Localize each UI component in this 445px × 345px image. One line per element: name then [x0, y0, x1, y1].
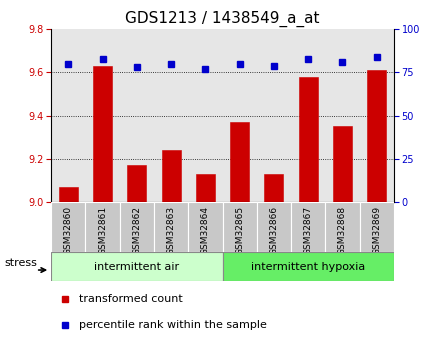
Bar	[154, 202, 188, 252]
Bar	[127, 165, 146, 202]
Bar	[222, 29, 257, 202]
Text: intermittent hypoxia: intermittent hypoxia	[251, 262, 365, 272]
Text: transformed count: transformed count	[79, 294, 182, 304]
Text: GSM32863: GSM32863	[166, 206, 176, 255]
Text: GSM32864: GSM32864	[201, 206, 210, 255]
Bar	[291, 202, 325, 252]
Bar	[120, 202, 154, 252]
Text: GSM32861: GSM32861	[98, 206, 107, 255]
Bar	[299, 77, 318, 202]
Bar	[222, 202, 257, 252]
Bar	[333, 126, 352, 202]
Title: GDS1213 / 1438549_a_at: GDS1213 / 1438549_a_at	[125, 10, 320, 27]
Text: GSM32867: GSM32867	[303, 206, 313, 255]
Text: GSM32862: GSM32862	[132, 206, 142, 255]
Bar	[325, 202, 360, 252]
Text: GSM32866: GSM32866	[269, 206, 279, 255]
Bar	[257, 29, 291, 202]
Bar	[230, 122, 249, 202]
Bar	[360, 29, 394, 202]
Text: GSM32868: GSM32868	[338, 206, 347, 255]
Bar	[291, 29, 325, 202]
Bar	[51, 252, 223, 281]
Text: stress: stress	[4, 258, 37, 268]
Bar	[257, 202, 291, 252]
Bar	[196, 174, 215, 202]
Text: GSM32865: GSM32865	[235, 206, 244, 255]
Text: percentile rank within the sample: percentile rank within the sample	[79, 319, 267, 329]
Bar	[162, 150, 181, 202]
Text: intermittent air: intermittent air	[94, 262, 179, 272]
Bar	[264, 174, 283, 202]
Bar	[188, 29, 222, 202]
Bar	[325, 29, 360, 202]
Bar	[222, 252, 394, 281]
Bar	[51, 202, 85, 252]
Bar	[85, 29, 120, 202]
Bar	[360, 202, 394, 252]
Bar	[51, 29, 85, 202]
Bar	[85, 202, 120, 252]
Text: GSM32869: GSM32869	[372, 206, 381, 255]
Text: GSM32860: GSM32860	[64, 206, 73, 255]
Bar	[93, 66, 112, 202]
Bar	[188, 202, 222, 252]
Bar	[154, 29, 188, 202]
Bar	[120, 29, 154, 202]
Bar	[367, 70, 386, 202]
Bar	[59, 187, 78, 202]
